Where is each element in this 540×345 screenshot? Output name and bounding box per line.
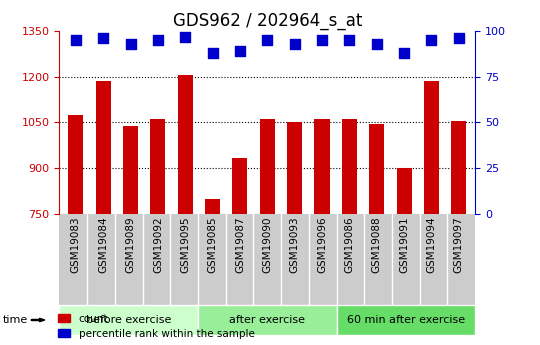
Point (373, 41, 381, 47)
Bar (369, 124, 384, 214)
Bar (314, 119, 329, 214)
Point (208, 50, 217, 56)
Bar (232, 158, 247, 214)
Title: GDS962 / 202964_s_at: GDS962 / 202964_s_at (173, 12, 362, 30)
Text: before exercise: before exercise (86, 315, 171, 325)
Bar (342, 119, 357, 214)
Point (318, 37, 326, 43)
Point (400, 50, 408, 56)
Point (345, 37, 354, 43)
Bar (451, 121, 467, 214)
Text: after exercise: after exercise (230, 315, 305, 325)
Bar (205, 199, 220, 214)
Bar (396, 168, 411, 214)
Point (235, 48, 244, 54)
Bar (150, 119, 165, 214)
Point (126, 41, 135, 47)
Bar (123, 126, 138, 214)
Point (455, 36, 463, 41)
Legend: count, percentile rank within the sample: count, percentile rank within the sample (54, 310, 259, 343)
Point (427, 37, 436, 43)
Point (153, 37, 162, 43)
Bar (96, 81, 111, 214)
Point (291, 41, 299, 47)
Point (71, 37, 80, 43)
Bar (287, 122, 302, 214)
Point (263, 37, 272, 43)
Bar (260, 119, 275, 214)
Bar (68, 115, 83, 214)
Point (99, 36, 107, 41)
Bar (424, 81, 439, 214)
Point (181, 34, 190, 39)
Text: 60 min after exercise: 60 min after exercise (347, 315, 465, 325)
Text: time: time (3, 315, 28, 325)
Bar (178, 75, 193, 214)
